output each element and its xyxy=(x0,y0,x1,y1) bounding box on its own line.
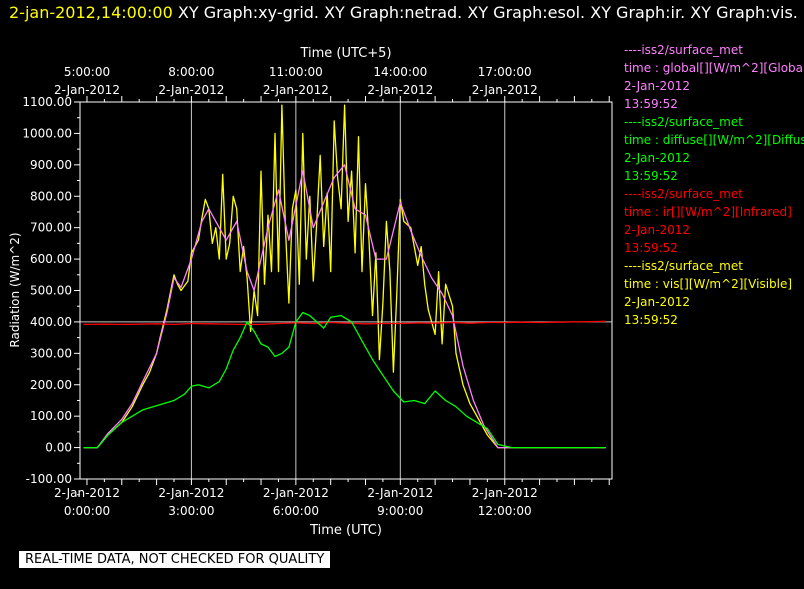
x2-tick-date: 2-Jan-2012 xyxy=(472,83,538,97)
series-line xyxy=(83,311,606,449)
x2-tick-time: 17:00:00 xyxy=(478,65,532,79)
legend-date: 2-Jan-2012 xyxy=(624,79,690,93)
y-tick-label: -100.00 xyxy=(26,472,72,486)
y-tick-label: 0.00 xyxy=(45,441,72,455)
x-tick-date: 2-Jan-2012 xyxy=(263,486,329,500)
legend-variable: time : diffuse[][W/m^2][Diffuse xyxy=(624,133,804,147)
x2-tick-date: 2-Jan-2012 xyxy=(54,83,120,97)
legend-source: ----iss2/surface_met xyxy=(624,259,743,273)
x2-tick-time: 11:00:00 xyxy=(269,65,323,79)
x-tick-time: 9:00:00 xyxy=(377,504,423,518)
x2-tick-date: 2-Jan-2012 xyxy=(263,83,329,97)
legend-date: 2-Jan-2012 xyxy=(624,295,690,309)
x-tick-date: 2-Jan-2012 xyxy=(158,486,224,500)
x-tick-time: 0:00:00 xyxy=(64,504,110,518)
y-tick-label: 700.00 xyxy=(30,221,72,235)
chart-header: 2-jan-2012,14:00:00 XY Graph:xy-grid. XY… xyxy=(9,2,799,24)
x-tick-date: 2-Jan-2012 xyxy=(472,486,538,500)
legend-variable: time : vis[][W/m^2][Visible] xyxy=(624,277,793,291)
y-tick-label: 100.00 xyxy=(30,409,72,423)
legend-source: ----iss2/surface_met xyxy=(624,43,743,57)
legend-source: ----iss2/surface_met xyxy=(624,115,743,129)
x2-tick-date: 2-Jan-2012 xyxy=(158,83,224,97)
x-tick-date: 2-Jan-2012 xyxy=(54,486,120,500)
y-tick-label: 600.00 xyxy=(30,252,72,266)
legend-time: 13:59:52 xyxy=(624,169,678,183)
legend-date: 2-Jan-2012 xyxy=(624,223,690,237)
x-tick-time: 12:00:00 xyxy=(478,504,532,518)
legend-source: ----iss2/surface_met xyxy=(624,187,743,201)
legend-time: 13:59:52 xyxy=(624,241,678,255)
legend-infrared: ----iss2/surface_met time : ir[][W/m^2][… xyxy=(624,185,804,257)
legend-variable: time : ir[][W/m^2][Infrared] xyxy=(624,205,792,219)
legend-time: 13:59:52 xyxy=(624,313,678,327)
x-tick-date: 2-Jan-2012 xyxy=(367,486,433,500)
legend-visible: ----iss2/surface_met time : vis[][W/m^2]… xyxy=(624,257,804,329)
y-tick-label: 900.00 xyxy=(30,158,72,172)
x2-tick-time: 8:00:00 xyxy=(168,65,214,79)
x2-tick-date: 2-Jan-2012 xyxy=(367,83,433,97)
timestamp: 2-jan-2012,14:00:00 xyxy=(9,3,173,22)
y-tick-label: 200.00 xyxy=(30,378,72,392)
x-tick-time: 3:00:00 xyxy=(168,504,214,518)
x2-tick-time: 14:00:00 xyxy=(373,65,427,79)
x2-tick-time: 5:00:00 xyxy=(64,65,110,79)
y-tick-label: 1100.00 xyxy=(22,95,72,109)
y-axis-label: Radiation (W/m^2) xyxy=(8,232,22,347)
legend-time: 13:59:52 xyxy=(624,97,678,111)
y-tick-label: 800.00 xyxy=(30,189,72,203)
series-line xyxy=(83,320,606,326)
y-tick-label: 1000.00 xyxy=(22,126,72,140)
y-tick-label: 400.00 xyxy=(30,315,72,329)
y-tick-label: 500.00 xyxy=(30,284,72,298)
series-line xyxy=(83,164,606,449)
x2-axis-label: Time (UTC+5) xyxy=(299,46,391,61)
graph-list: XY Graph:xy-grid. XY Graph:netrad. XY Gr… xyxy=(172,3,798,22)
series-line xyxy=(83,104,606,449)
x-axis-label: Time (UTC) xyxy=(309,523,382,538)
y-tick-label: 300.00 xyxy=(30,346,72,360)
legend-date: 2-Jan-2012 xyxy=(624,151,690,165)
legend-diffuse: ----iss2/surface_met time : diffuse[][W/… xyxy=(624,113,804,185)
quality-notice: REAL-TIME DATA, NOT CHECKED FOR QUALITY xyxy=(19,551,331,568)
legend-global: ----iss2/surface_met time : global[][W/m… xyxy=(624,41,804,113)
x-tick-time: 6:00:00 xyxy=(273,504,319,518)
legend-variable: time : global[][W/m^2][Global xyxy=(624,61,804,75)
